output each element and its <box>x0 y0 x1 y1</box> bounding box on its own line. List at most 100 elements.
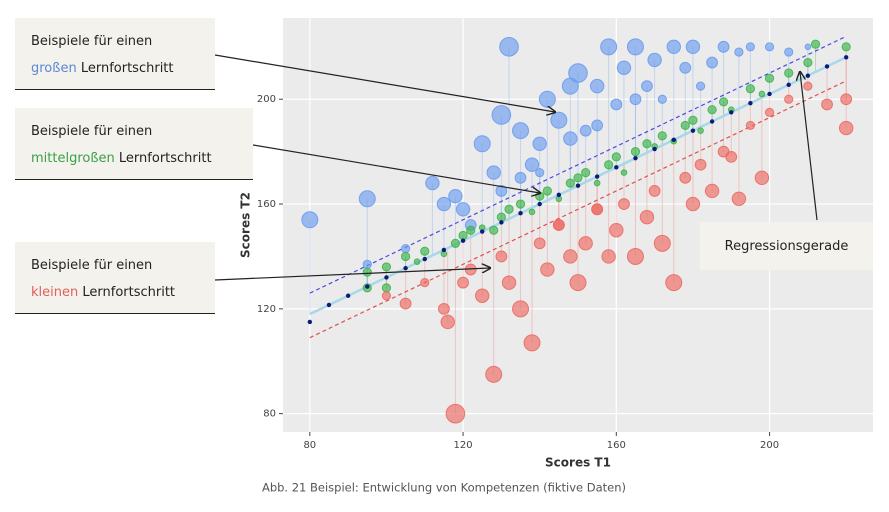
bound-line <box>309 80 847 339</box>
point <box>754 170 770 186</box>
point <box>745 42 756 52</box>
point <box>579 124 592 137</box>
point <box>805 73 811 78</box>
point <box>821 98 833 111</box>
point <box>717 40 730 53</box>
point <box>358 190 376 208</box>
point <box>535 167 545 178</box>
point <box>425 175 440 191</box>
point <box>648 185 661 197</box>
point <box>381 291 392 301</box>
point <box>589 78 605 94</box>
point <box>824 64 830 69</box>
annotation-text: kleinen Lernfortschritt <box>31 279 215 306</box>
point <box>609 223 624 238</box>
point <box>420 246 430 256</box>
point <box>450 238 461 248</box>
arrows <box>214 54 818 281</box>
y-tick-label: 120 <box>257 304 276 315</box>
point <box>540 262 555 277</box>
y-axis-title: Scores T2 <box>239 192 253 258</box>
point <box>641 80 653 93</box>
point <box>626 38 644 56</box>
point <box>630 147 641 157</box>
point <box>764 73 775 83</box>
point <box>480 229 485 234</box>
point <box>514 171 527 184</box>
point <box>501 275 517 290</box>
point <box>440 314 455 330</box>
point <box>642 139 652 149</box>
point <box>843 55 849 60</box>
point <box>518 211 523 216</box>
point <box>512 122 530 140</box>
point <box>565 178 575 188</box>
annotation-box: Beispiele für einen großen Lernfortschri… <box>15 18 215 90</box>
point <box>718 97 729 107</box>
point <box>403 266 408 271</box>
point <box>731 191 747 206</box>
point <box>556 192 562 198</box>
point <box>764 107 775 117</box>
point <box>707 105 717 115</box>
point <box>618 198 630 210</box>
point <box>614 165 619 170</box>
point <box>745 120 756 131</box>
point <box>838 120 854 136</box>
point <box>436 196 452 212</box>
point <box>578 236 593 251</box>
y-tick-label: 80 <box>263 409 276 420</box>
point <box>690 128 696 133</box>
point <box>764 42 775 52</box>
annotation-text: Lernfortschritt <box>118 151 212 166</box>
annotation-text: Lernfortschritt <box>80 61 174 76</box>
point <box>532 136 547 151</box>
x-tick-label: 120 <box>454 440 473 451</box>
point <box>455 202 471 217</box>
point <box>626 247 644 265</box>
point <box>679 171 692 184</box>
annotation-text: Beispiele für einen <box>31 124 153 139</box>
point <box>784 47 794 57</box>
point <box>448 188 463 204</box>
caption: Abb. 21 Beispiel: Entwicklung von Kompet… <box>262 481 626 495</box>
point <box>489 225 499 235</box>
point <box>840 93 853 106</box>
point <box>704 183 720 199</box>
point <box>841 42 851 52</box>
point <box>591 119 604 132</box>
point <box>685 39 701 55</box>
point <box>400 251 411 262</box>
point <box>709 119 715 124</box>
point <box>365 284 370 289</box>
x-axis-title: Scores T1 <box>545 456 611 470</box>
point <box>652 146 657 152</box>
point <box>495 185 508 197</box>
point <box>666 39 681 55</box>
point <box>499 220 504 225</box>
point <box>725 150 738 163</box>
point <box>591 203 604 216</box>
point <box>695 81 706 91</box>
point <box>307 319 313 325</box>
point <box>538 90 556 108</box>
arrow <box>214 268 490 281</box>
annotation-text: großen Lernfortschritt <box>31 55 215 82</box>
point <box>734 47 744 57</box>
point <box>552 219 565 231</box>
point <box>460 238 466 243</box>
annotation-text: mittelgroßen Lernfortschritt <box>31 145 253 172</box>
arrow <box>800 72 818 221</box>
point <box>653 234 671 252</box>
point <box>491 105 512 125</box>
point <box>610 98 623 111</box>
point <box>475 288 490 303</box>
point <box>381 283 392 293</box>
point <box>616 60 632 75</box>
point <box>504 204 514 214</box>
annotation-text: Regressionsgerade <box>724 238 849 254</box>
point <box>384 275 389 280</box>
point <box>499 37 519 57</box>
point <box>679 61 692 74</box>
